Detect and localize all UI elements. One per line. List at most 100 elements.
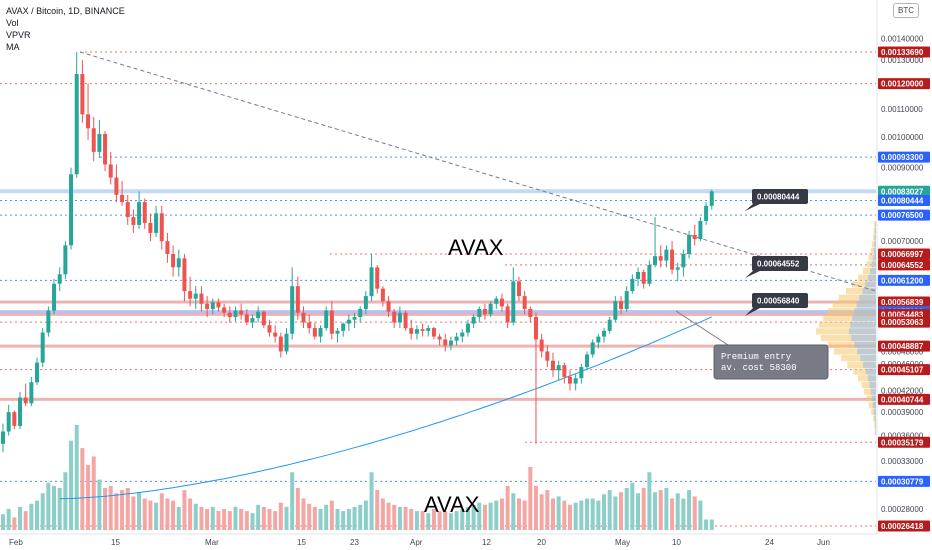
- chart-title: AVAX: [448, 235, 504, 260]
- candle-body: [709, 191, 714, 206]
- price-tag[interactable]: [878, 78, 930, 90]
- price-tag[interactable]: [878, 296, 930, 308]
- volume-bar: [346, 509, 351, 530]
- vpvr-bar: [872, 254, 876, 261]
- callout-box[interactable]: [752, 293, 808, 308]
- price-tag[interactable]: [878, 475, 930, 487]
- candle-body: [261, 311, 266, 326]
- callout-label: 0.00064552: [757, 260, 800, 269]
- price-tick-label: 0.00090000: [881, 164, 924, 173]
- indicator-vol[interactable]: Vol: [6, 18, 19, 28]
- volume-bar: [511, 493, 516, 530]
- note-line: av. cost 58300: [721, 363, 797, 373]
- callout-box[interactable]: [752, 256, 808, 271]
- moving-average: [59, 316, 713, 500]
- vpvr-bar: [860, 355, 876, 362]
- price-tag[interactable]: [878, 340, 930, 352]
- volume-bar: [63, 472, 68, 530]
- candle-body: [573, 378, 578, 384]
- vpvr-bar: [868, 254, 876, 261]
- volume-bar: [704, 519, 709, 530]
- candle-body: [52, 283, 57, 311]
- level-line: [0, 189, 876, 194]
- price-tag-label: 0.00045107: [881, 366, 924, 375]
- volume-bar: [499, 498, 504, 530]
- candle-body: [624, 291, 629, 309]
- price-tag[interactable]: [878, 248, 930, 260]
- vpvr-bar: [828, 341, 876, 348]
- callout-box[interactable]: [752, 189, 808, 204]
- price-tag[interactable]: [878, 46, 930, 58]
- volume-bar: [69, 440, 74, 530]
- vpvr-bar: [849, 328, 876, 335]
- indicator-vpvr[interactable]: VPVR: [6, 30, 31, 40]
- volume-bar: [533, 485, 538, 530]
- candle-body: [392, 311, 397, 323]
- price-tag-label: 0.00061200: [881, 276, 924, 285]
- price-tag[interactable]: [878, 393, 930, 405]
- price-tick-label: 0.00100000: [881, 133, 924, 142]
- note-box[interactable]: [713, 344, 829, 380]
- price-tick-label: 0.00110000: [881, 105, 923, 114]
- candle-body: [352, 317, 357, 320]
- price-tag-label: 0.00030779: [881, 477, 924, 486]
- volume-bar: [74, 425, 79, 530]
- volume-bar: [335, 509, 340, 530]
- price-tag[interactable]: [878, 436, 930, 448]
- price-tag[interactable]: [878, 316, 930, 328]
- currency-button[interactable]: BTC: [893, 3, 919, 18]
- volume-bar: [375, 490, 380, 530]
- price-tag[interactable]: [878, 151, 930, 163]
- volume-bar: [516, 498, 521, 530]
- volume-bar: [35, 500, 40, 530]
- volume-bar: [596, 500, 601, 530]
- volume-bar: [431, 509, 436, 530]
- trendline-line: [79, 51, 877, 292]
- volume-bar: [465, 506, 470, 530]
- price-tag[interactable]: [878, 274, 930, 286]
- price-tag-label: 0.00040744: [881, 395, 924, 404]
- volume-bar: [698, 500, 703, 530]
- candle-body: [137, 202, 142, 225]
- volume-bar: [329, 500, 334, 530]
- volume-bar: [1, 514, 5, 530]
- candle-body: [533, 317, 538, 340]
- volume-title: AVAX: [424, 492, 480, 517]
- price-tag[interactable]: [878, 194, 930, 206]
- volume-bar: [227, 511, 232, 530]
- vpvr-bar: [819, 321, 876, 328]
- price-tag-label: 0.00083027: [881, 187, 924, 196]
- candles: [1, 51, 714, 453]
- price-tag[interactable]: [878, 259, 930, 271]
- volume-bar: [193, 503, 198, 530]
- volume-bar: [205, 509, 210, 530]
- candle-body: [91, 128, 96, 152]
- candle-body: [312, 328, 317, 337]
- price-tag-label: 0.00054483: [881, 310, 924, 319]
- candle-body: [159, 213, 164, 242]
- volume-bar: [386, 502, 391, 530]
- volume-bar: [284, 506, 289, 530]
- vpvr-bar: [875, 220, 876, 228]
- volume-bar: [6, 509, 11, 530]
- volume-bar: [358, 504, 363, 530]
- volume-bar: [619, 492, 624, 530]
- volume-bar: [414, 511, 419, 530]
- price-tag[interactable]: [878, 520, 930, 532]
- vpvr-bar: [870, 388, 876, 395]
- vpvr-bar: [850, 321, 876, 328]
- vpvr-bar: [841, 355, 876, 362]
- price-tag[interactable]: [878, 364, 930, 376]
- volume-bar: [585, 498, 590, 530]
- indicator-ma[interactable]: MA: [6, 42, 20, 52]
- price-tag[interactable]: [878, 209, 930, 221]
- volume-bar: [278, 502, 283, 530]
- vpvr-bar: [834, 348, 876, 355]
- candle-body: [148, 222, 153, 233]
- volume-bar: [709, 519, 714, 530]
- candle-body: [6, 412, 11, 432]
- volume-bar: [188, 498, 193, 530]
- vpvr-bar: [871, 261, 876, 268]
- vpvr-bar: [865, 281, 876, 288]
